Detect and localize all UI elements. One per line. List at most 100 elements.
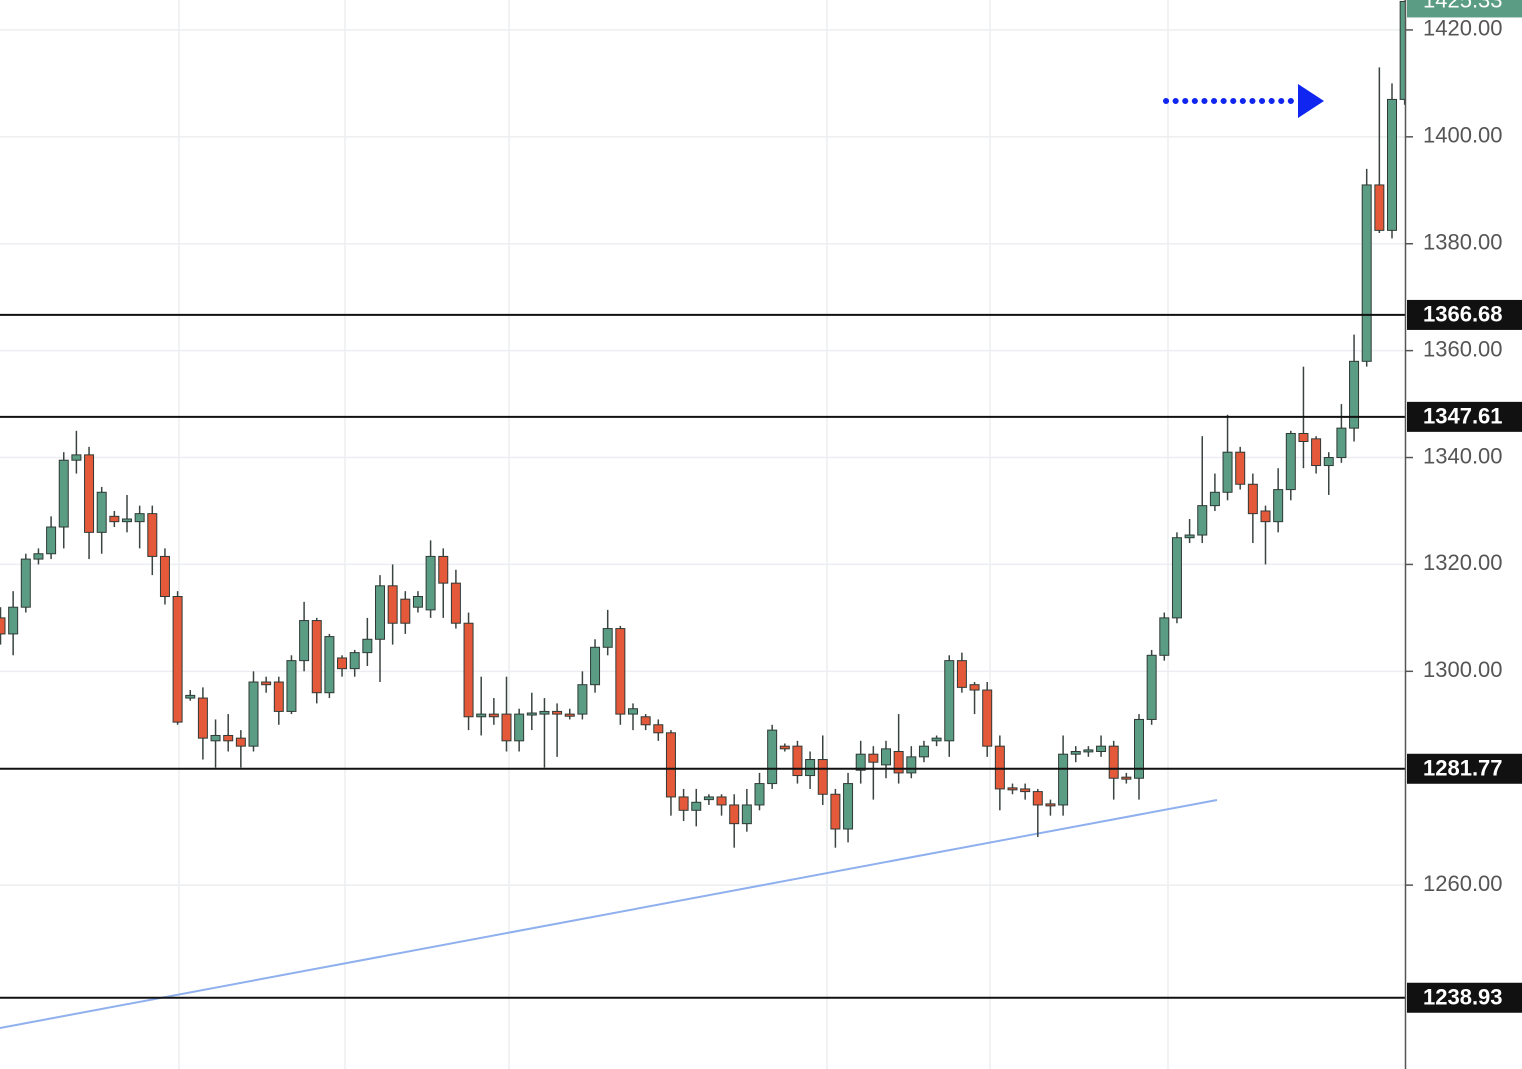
vertical-grid: [178, 0, 1169, 1069]
candle-body: [893, 751, 904, 774]
candle-body: [1273, 489, 1284, 523]
last-price-box: [1407, 0, 1522, 18]
candle-body: [1197, 505, 1208, 536]
candle-body: [349, 652, 360, 670]
candle-body: [1020, 788, 1031, 793]
candle-body: [299, 620, 310, 662]
candle-body: [1121, 776, 1132, 780]
candle-body: [805, 759, 816, 777]
candle-body: [1058, 753, 1069, 806]
candle-body: [185, 694, 196, 699]
candle-body: [602, 628, 613, 648]
candle-body: [387, 585, 398, 624]
y-tick-label: 1400.00: [1423, 123, 1503, 148]
candle-body: [918, 745, 929, 758]
candle-body: [1096, 745, 1107, 753]
candle-body: [8, 606, 19, 635]
candle-body: [1007, 787, 1018, 791]
candle-body: [1374, 184, 1385, 231]
candle-body: [1349, 360, 1360, 429]
candle-body: [147, 513, 158, 557]
candle-body: [362, 638, 373, 654]
arrow-head: [1298, 84, 1324, 118]
candle-body: [172, 596, 183, 723]
candle-body: [1336, 427, 1347, 459]
candle-body: [412, 596, 423, 608]
candle-body: [1298, 432, 1309, 442]
candle-body: [261, 681, 272, 686]
candle-body: [994, 745, 1005, 790]
level-label: 1238.93: [1423, 985, 1503, 1010]
candle-body: [488, 713, 499, 718]
candle-body: [311, 620, 322, 694]
candle-body: [1399, 0, 1405, 100]
candle-body: [779, 745, 790, 750]
candle-body: [1032, 791, 1043, 806]
y-tick-label: 1320.00: [1423, 550, 1503, 575]
candle-body: [1285, 432, 1296, 491]
candle-body: [969, 684, 980, 691]
y-tick-label: 1420.00: [1423, 16, 1503, 41]
candle-body: [931, 737, 942, 742]
candle-body: [0, 617, 6, 635]
candle-body: [425, 555, 436, 611]
candle-body: [1311, 438, 1322, 467]
candle-body: [324, 636, 335, 694]
candle-body: [817, 759, 828, 795]
candle-body: [564, 713, 575, 717]
candle-body: [1260, 510, 1271, 523]
level-label: 1366.68: [1423, 302, 1503, 327]
trend-line: [0, 799, 1218, 1029]
candle-body: [615, 628, 626, 715]
candle-body: [881, 748, 891, 766]
candle-body: [526, 712, 537, 716]
candle-body: [1222, 451, 1233, 493]
candle-body: [830, 793, 841, 830]
candle-body: [982, 689, 993, 747]
candle-body: [1247, 483, 1258, 515]
candle-body: [1083, 749, 1094, 753]
y-tick-label: 1300.00: [1423, 657, 1503, 682]
candle-body: [792, 745, 803, 777]
y-tick-label: 1260.00: [1423, 871, 1503, 896]
candle-body: [400, 598, 411, 624]
candle-body: [84, 454, 95, 533]
candle-body: [1108, 745, 1119, 779]
level-label-box: [1407, 982, 1522, 1013]
candle-body: [33, 553, 44, 560]
level-label: 1281.77: [1423, 756, 1503, 781]
candle-body: [197, 697, 208, 739]
candle-body: [1070, 751, 1081, 755]
candle-body: [159, 555, 170, 598]
candle-body: [628, 708, 638, 715]
candle-body: [691, 801, 702, 811]
candle-body: [514, 713, 525, 742]
candle-body: [286, 660, 297, 712]
candle-body: [1209, 491, 1220, 507]
candle-body: [741, 804, 752, 825]
candle-body: [1235, 451, 1246, 485]
candle-body: [729, 804, 740, 825]
candle-body: [552, 710, 563, 715]
candle-body: [134, 513, 145, 523]
candle-body: [109, 515, 120, 523]
candle-body: [337, 657, 348, 670]
candle-body: [956, 660, 967, 688]
candle-body: [1159, 617, 1170, 656]
candle-body: [476, 713, 487, 718]
candle-body: [716, 796, 727, 806]
level-label-box: [1407, 753, 1522, 784]
candle-body: [868, 753, 879, 763]
candle-body: [1045, 803, 1056, 807]
candle-body: [754, 783, 765, 806]
y-tick-label: 1340.00: [1423, 443, 1503, 468]
candle-body: [375, 585, 385, 640]
candle-body: [273, 681, 284, 712]
candle-body: [96, 491, 107, 533]
candle-body: [20, 558, 31, 608]
candle-body: [1171, 537, 1182, 619]
candle-body: [640, 716, 651, 726]
candle-body: [501, 713, 512, 742]
level-label-box: [1407, 299, 1522, 330]
candle-body: [653, 724, 664, 734]
